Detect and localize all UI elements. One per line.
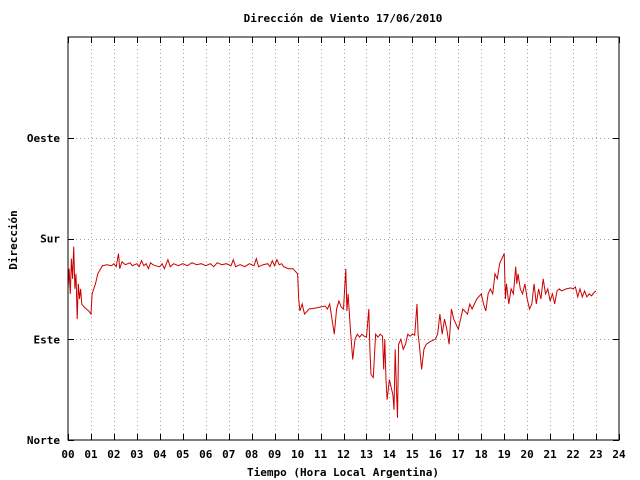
x-tick-label: 02 [107,448,120,461]
plot-frame [67,36,620,441]
x-tick-label: 20 [521,448,534,461]
x-tick-label: 15 [406,448,419,461]
x-tick-label: 07 [222,448,235,461]
x-tick-label: 01 [84,448,98,461]
x-tick-label: 22 [566,448,579,461]
tick-marks [68,37,620,441]
x-tick-label: 05 [176,448,189,461]
x-axis-label: Tiempo (Hora Local Argentina) [247,466,439,479]
x-tick-label: 16 [429,448,443,461]
x-tick-label: 08 [245,448,258,461]
x-tick-labels: 00 01 02 03 04 05 06 07 08 09 10 11 12 13 14 15 16 17 18 19… [61,448,626,461]
x-tick-label: 17 [452,448,465,461]
x-tick-label: 09 [268,448,281,461]
y-tick-label: Norte [27,434,60,447]
y-axis-label: Dirección [7,210,20,270]
chart-title: Dirección de Viento 17/06/2010 [244,12,443,25]
x-tick-label: 18 [475,448,488,461]
y-tick-label: Este [34,333,61,346]
x-tick-label: 12 [337,448,350,461]
x-tick-label: 04 [153,448,167,461]
y-tick-labels: Norte Este Sur Oeste [27,132,60,447]
x-tick-label: 03 [130,448,143,461]
x-tick-label: 19 [498,448,511,461]
y-tick-label: Oeste [27,132,60,145]
x-tick-label: 14 [383,448,397,461]
grid [68,37,619,440]
x-tick-label: 11 [314,448,328,461]
x-tick-label: 10 [291,448,304,461]
x-tick-label: 00 [61,448,74,461]
x-tick-label: 23 [589,448,602,461]
x-tick-label: 06 [199,448,213,461]
x-tick-label: 13 [360,448,373,461]
wind-direction-line [67,246,597,418]
x-tick-label: 24 [612,448,626,461]
x-tick-label: 21 [544,448,558,461]
series-layer [67,246,597,418]
y-tick-label: Sur [40,233,60,246]
